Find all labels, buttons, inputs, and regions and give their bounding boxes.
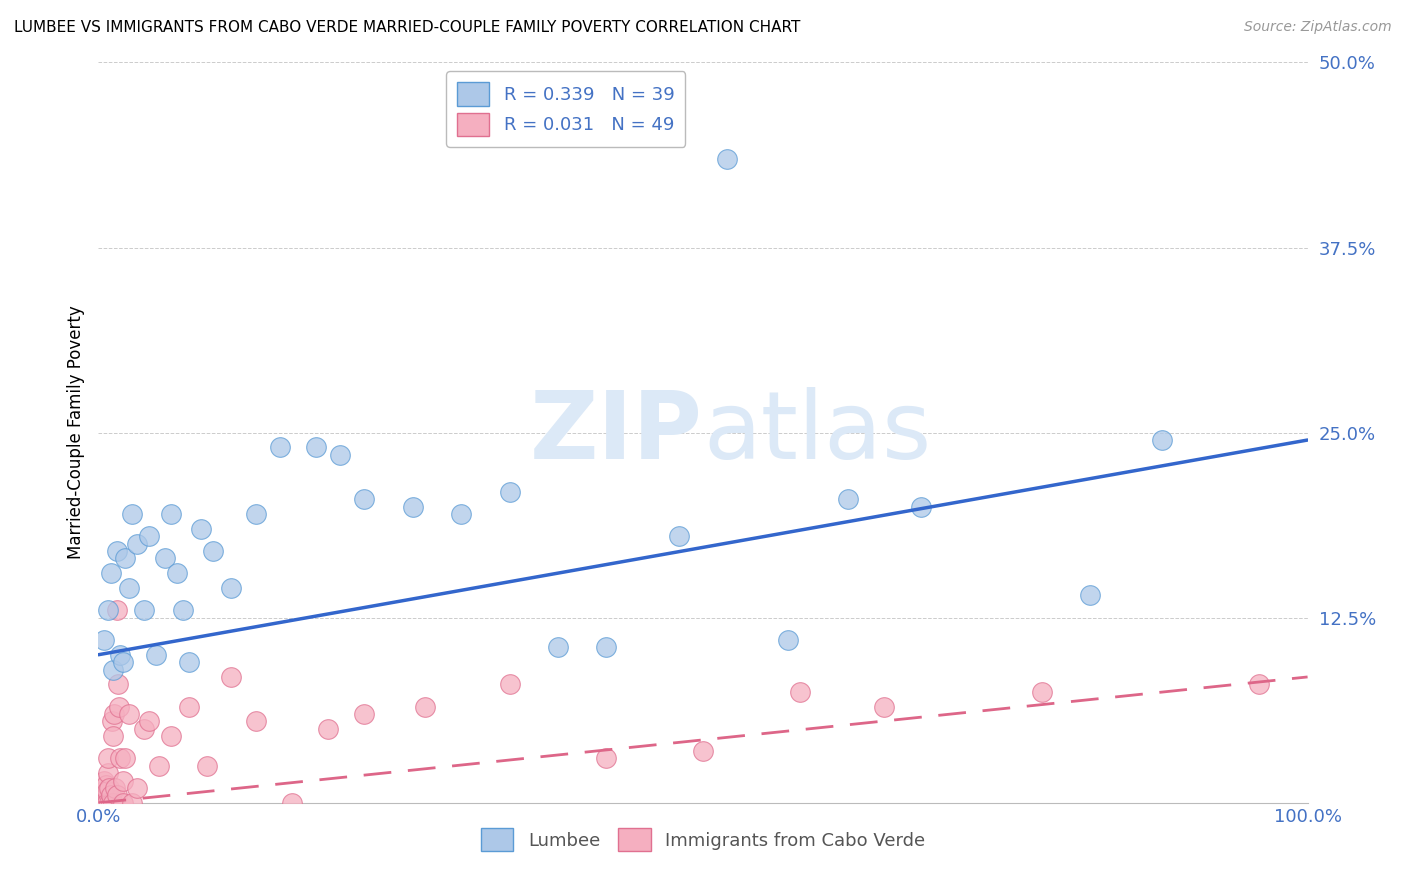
Point bbox=[98, 780, 121, 795]
Point bbox=[101, 729, 124, 743]
Text: LUMBEE VS IMMIGRANTS FROM CABO VERDE MARRIED-COUPLE FAMILY POVERTY CORRELATION C: LUMBEE VS IMMIGRANTS FROM CABO VERDE MAR… bbox=[14, 20, 800, 35]
Text: Source: ZipAtlas.com: Source: ZipAtlas.com bbox=[1244, 20, 1392, 34]
Point bbox=[498, 484, 520, 499]
Point bbox=[96, 784, 118, 798]
Point bbox=[101, 796, 124, 810]
Point bbox=[100, 789, 122, 803]
Point bbox=[127, 536, 149, 550]
Point bbox=[179, 699, 201, 714]
Point bbox=[93, 773, 115, 788]
Point bbox=[97, 751, 120, 765]
Legend: Lumbee, Immigrants from Cabo Verde: Lumbee, Immigrants from Cabo Verde bbox=[472, 819, 934, 861]
Point bbox=[221, 581, 243, 595]
Point bbox=[1249, 677, 1271, 691]
Point bbox=[160, 507, 183, 521]
Point bbox=[190, 522, 212, 536]
Point bbox=[134, 603, 156, 617]
Point bbox=[91, 796, 114, 810]
Point bbox=[100, 796, 122, 810]
Point bbox=[100, 714, 122, 729]
Point bbox=[595, 640, 617, 655]
Point bbox=[281, 796, 304, 810]
Point bbox=[595, 751, 617, 765]
Point bbox=[716, 152, 738, 166]
Point bbox=[111, 773, 134, 788]
Point bbox=[413, 699, 436, 714]
Point bbox=[450, 507, 472, 521]
Point bbox=[103, 706, 125, 721]
Point bbox=[93, 796, 115, 810]
Point bbox=[104, 780, 127, 795]
Point bbox=[118, 581, 141, 595]
Point bbox=[108, 648, 131, 662]
Point bbox=[789, 685, 811, 699]
Point bbox=[96, 796, 118, 810]
Point bbox=[221, 670, 243, 684]
Point bbox=[1031, 685, 1053, 699]
Point bbox=[138, 714, 160, 729]
Point bbox=[166, 566, 188, 581]
Point bbox=[245, 714, 267, 729]
Point bbox=[329, 448, 352, 462]
Point bbox=[105, 544, 128, 558]
Point bbox=[111, 796, 134, 810]
Point bbox=[172, 603, 194, 617]
Point bbox=[127, 780, 149, 795]
Point bbox=[121, 796, 143, 810]
Point bbox=[108, 699, 131, 714]
Point bbox=[118, 706, 141, 721]
Point bbox=[121, 507, 143, 521]
Point bbox=[114, 751, 136, 765]
Point bbox=[114, 551, 136, 566]
Point bbox=[837, 492, 859, 507]
Point bbox=[873, 699, 896, 714]
Y-axis label: Married-Couple Family Poverty: Married-Couple Family Poverty bbox=[66, 306, 84, 559]
Text: atlas: atlas bbox=[703, 386, 931, 479]
Text: ZIP: ZIP bbox=[530, 386, 703, 479]
Point bbox=[108, 751, 131, 765]
Point bbox=[160, 729, 183, 743]
Point bbox=[111, 655, 134, 669]
Point bbox=[105, 603, 128, 617]
Point bbox=[94, 778, 117, 792]
Point bbox=[202, 544, 225, 558]
Point bbox=[179, 655, 201, 669]
Point bbox=[353, 706, 375, 721]
Point bbox=[692, 744, 714, 758]
Point bbox=[101, 663, 124, 677]
Point bbox=[269, 441, 291, 455]
Point bbox=[148, 758, 170, 772]
Point bbox=[134, 722, 156, 736]
Point bbox=[668, 529, 690, 543]
Point bbox=[145, 648, 167, 662]
Point bbox=[776, 632, 799, 647]
Point bbox=[100, 566, 122, 581]
Point bbox=[94, 796, 117, 810]
Point bbox=[316, 722, 339, 736]
Point bbox=[107, 677, 129, 691]
Point bbox=[498, 677, 520, 691]
Point bbox=[1152, 433, 1174, 447]
Point bbox=[105, 789, 128, 803]
Point bbox=[153, 551, 176, 566]
Point bbox=[353, 492, 375, 507]
Point bbox=[195, 758, 218, 772]
Point bbox=[402, 500, 425, 514]
Point bbox=[93, 632, 115, 647]
Point bbox=[1078, 589, 1101, 603]
Point bbox=[138, 529, 160, 543]
Point bbox=[547, 640, 569, 655]
Point bbox=[97, 766, 120, 780]
Point bbox=[910, 500, 932, 514]
Point bbox=[91, 784, 114, 798]
Point bbox=[97, 603, 120, 617]
Point bbox=[245, 507, 267, 521]
Point bbox=[305, 441, 328, 455]
Point bbox=[98, 796, 121, 810]
